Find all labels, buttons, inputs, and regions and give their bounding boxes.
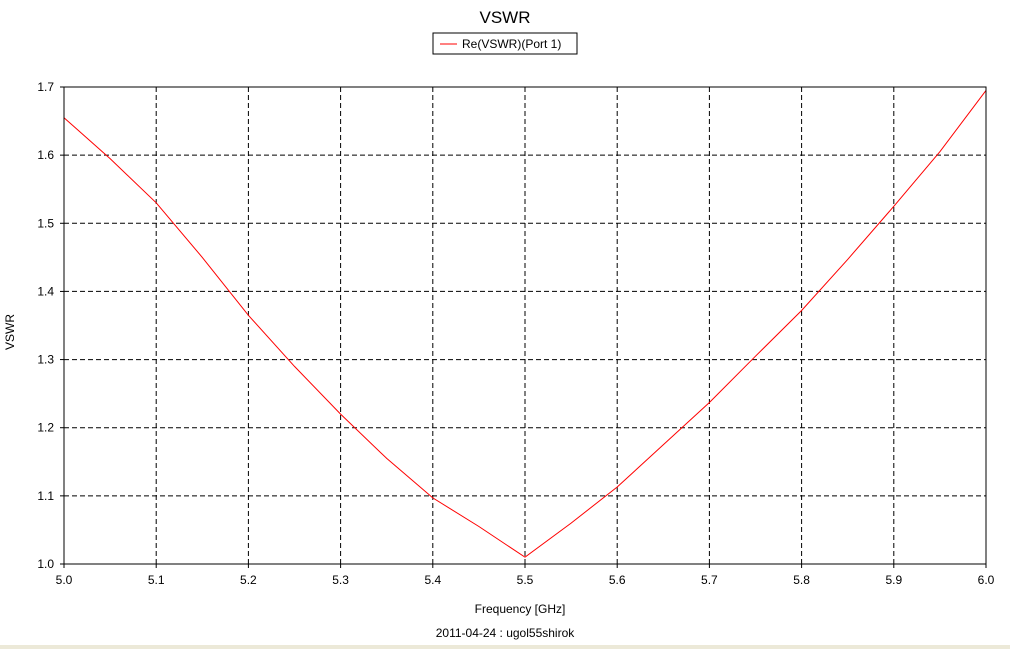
x-tick-label: 5.9: [885, 573, 902, 587]
x-axis-label: Frequency [GHz]: [475, 602, 566, 616]
y-tick-label: 1.5: [37, 216, 54, 230]
grid: [64, 87, 986, 564]
x-axis-ticks: 5.0 5.1 5.2 5.3 5.4 5.5 5.6 5.7 5.8 5.9 6.0: [56, 564, 995, 587]
bottom-strip: [0, 645, 1010, 649]
x-tick-label: 5.4: [424, 573, 441, 587]
y-tick-label: 1.7: [37, 80, 54, 94]
y-tick-label: 1.2: [37, 421, 54, 435]
x-tick-label: 5.7: [701, 573, 718, 587]
y-tick-label: 1.1: [37, 489, 54, 503]
x-tick-label: 5.3: [332, 573, 349, 587]
legend-label: Re(VSWR)(Port 1): [462, 37, 561, 51]
legend-box: [432, 32, 578, 55]
x-tick-label: 5.6: [609, 573, 626, 587]
y-axis-label: VSWR: [3, 314, 17, 350]
y-axis-ticks: 1.0 1.1 1.2 1.3 1.4 1.5 1.6 1.7: [37, 80, 64, 571]
footer-caption: 2011-04-24 : ugol55shirok: [436, 626, 576, 640]
x-tick-label: 5.2: [240, 573, 257, 587]
chart-title: VSWR: [480, 8, 531, 27]
y-tick-label: 1.6: [37, 148, 54, 162]
y-tick-label: 1.3: [37, 353, 54, 367]
legend: Re(VSWR)(Port 1): [432, 32, 578, 55]
x-tick-label: 5.8: [793, 573, 810, 587]
y-tick-label: 1.4: [37, 284, 54, 298]
x-tick-label: 5.0: [56, 573, 73, 587]
x-tick-label: 5.1: [148, 573, 165, 587]
series-line-0: [63, 90, 987, 558]
series-layer: [63, 90, 987, 558]
plot-frame: [63, 86, 987, 565]
x-tick-label: 6.0: [978, 573, 995, 587]
y-tick-label: 1.0: [37, 557, 54, 571]
x-tick-label: 5.5: [517, 573, 534, 587]
